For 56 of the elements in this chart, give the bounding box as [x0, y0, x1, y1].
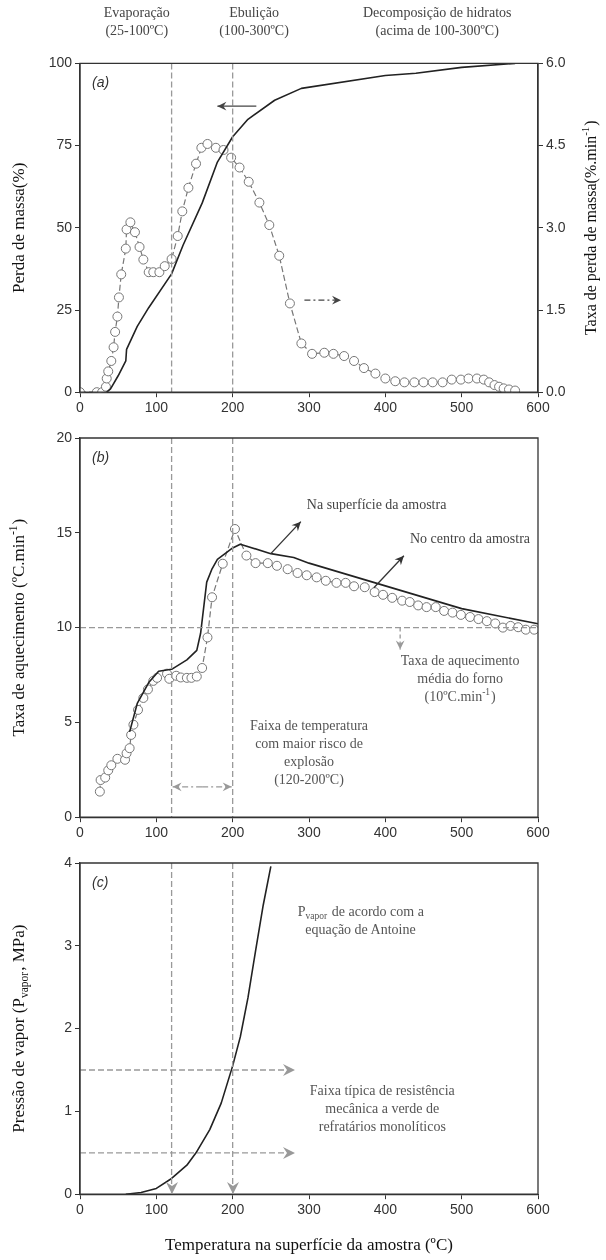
- y2-axis-title: Taxa de perda de massa(%.min-1): [579, 120, 601, 336]
- y-tick-label: 5: [64, 713, 73, 730]
- y-tick-label: 0: [64, 808, 73, 825]
- x-tick-label: 200: [220, 824, 245, 841]
- x-tick-label: 500: [449, 824, 474, 841]
- y-tick-label: 1: [64, 1102, 73, 1119]
- x-tick-label: 300: [297, 1201, 321, 1218]
- y2-tick-label: 3.0: [546, 218, 566, 235]
- x-tick-label: 600: [526, 824, 550, 841]
- annotation: No centro da amostra: [409, 531, 531, 547]
- y2-tick-label: 1.5: [546, 300, 566, 317]
- x-tick-label: 0: [76, 824, 85, 841]
- x-tick-label: 400: [373, 824, 398, 841]
- text: (c): [92, 873, 109, 890]
- y-tick-label: 0: [64, 383, 73, 400]
- annotation: Faixa de temperatura com maior risco de explosão (120-200ºC): [249, 717, 369, 788]
- y2-tick-label: 0.0: [546, 383, 566, 400]
- x-tick-label: 100: [144, 399, 169, 416]
- text: Decomposição de hidratos (acima de 100-300ºC): [362, 4, 512, 40]
- x-axis-title: Temperatura na superfície da amostra (ºC): [165, 1235, 453, 1255]
- x-tick-label: 100: [144, 1201, 169, 1218]
- y-axis-title: Taxa de aquecimento (ºC.min-1): [7, 518, 29, 737]
- y-tick-label: 10: [56, 618, 73, 635]
- x-tick-label: 500: [449, 399, 474, 416]
- x-tick-label: 0: [76, 399, 85, 416]
- text: Evaporação (25-100ºC): [103, 4, 170, 40]
- y-tick-label: 50: [56, 218, 73, 235]
- y-axis-title: Pressão de vapor (Pvapor, MPa): [9, 924, 32, 1133]
- x-tick-label: 500: [449, 1201, 474, 1218]
- y-tick-label: 20: [56, 428, 73, 445]
- annotation: Na superfície da amostra: [306, 497, 448, 513]
- x-tick-label: 300: [297, 399, 321, 416]
- y-axis-title: Perda de massa(%): [9, 162, 29, 293]
- y-tick-label: 0: [64, 1185, 73, 1202]
- text: (b): [92, 448, 110, 465]
- y-tick-label: 25: [56, 300, 73, 317]
- x-tick-label: 200: [220, 399, 245, 416]
- x-tick-label: 400: [373, 399, 398, 416]
- y-tick-label: 15: [56, 523, 73, 540]
- y2-tick-label: 4.5: [546, 136, 566, 153]
- y2-tick-label: 6.0: [546, 54, 566, 71]
- x-tick-label: 400: [373, 1201, 398, 1218]
- x-tick-label: 200: [220, 1201, 245, 1218]
- y-tick-label: 4: [64, 853, 73, 870]
- x-tick-label: 100: [144, 824, 169, 841]
- annotation: Faixa típica de resistência mecânica a verde de refratários monolíticos: [309, 1083, 456, 1135]
- x-tick-label: 600: [526, 399, 550, 416]
- x-tick-label: 0: [76, 1201, 85, 1218]
- y-tick-label: 75: [56, 136, 73, 153]
- text: (a): [92, 74, 110, 91]
- y-tick-label: 3: [64, 936, 73, 953]
- x-tick-label: 300: [297, 824, 321, 841]
- y-tick-label: 100: [48, 54, 73, 71]
- y-tick-label: 2: [64, 1019, 73, 1036]
- x-tick-label: 600: [526, 1201, 550, 1218]
- text: Ebulição (100-300ºC): [219, 4, 289, 40]
